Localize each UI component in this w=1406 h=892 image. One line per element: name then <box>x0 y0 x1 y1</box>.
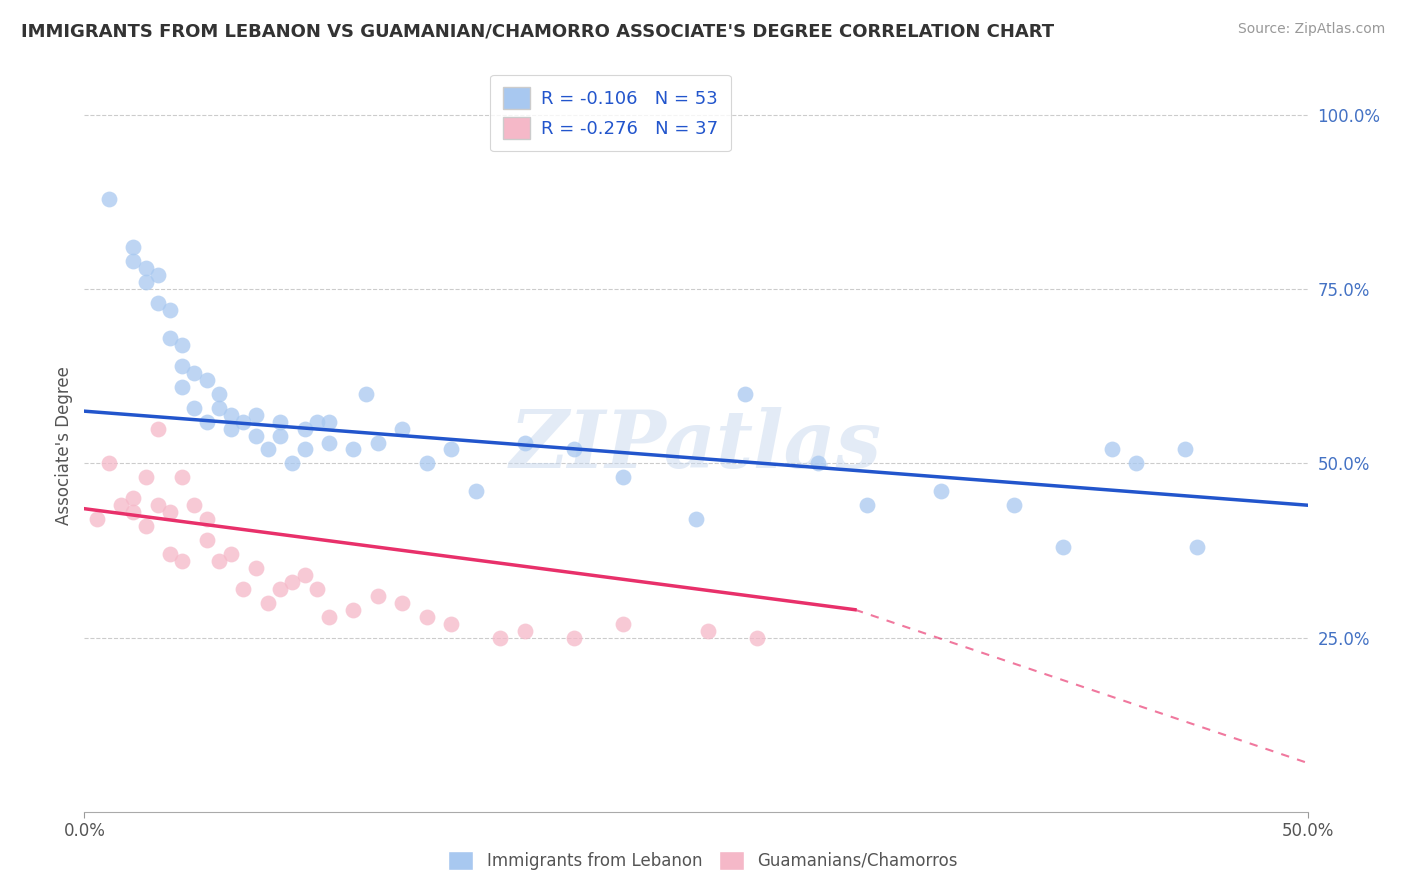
Point <box>97 457 120 471</box>
Point <box>1125 457 1147 471</box>
Point <box>146 268 169 283</box>
Point <box>135 519 157 533</box>
Point <box>281 457 304 471</box>
Point <box>342 603 364 617</box>
Point <box>513 435 536 450</box>
Point <box>294 567 316 582</box>
Point <box>294 421 316 435</box>
Point <box>122 491 145 506</box>
Point <box>747 631 769 645</box>
Legend: R = -0.106   N = 53, R = -0.276   N = 37: R = -0.106 N = 53, R = -0.276 N = 37 <box>491 75 731 152</box>
Point <box>1052 540 1074 554</box>
Point <box>269 415 291 429</box>
Point <box>97 192 120 206</box>
Point <box>612 616 634 631</box>
Point <box>110 498 132 512</box>
Point <box>416 609 439 624</box>
Point <box>281 574 304 589</box>
Text: IMMIGRANTS FROM LEBANON VS GUAMANIAN/CHAMORRO ASSOCIATE'S DEGREE CORRELATION CHA: IMMIGRANTS FROM LEBANON VS GUAMANIAN/CHA… <box>21 22 1054 40</box>
Point <box>86 512 108 526</box>
Point <box>208 401 231 415</box>
Point <box>807 457 830 471</box>
Point <box>183 366 205 380</box>
Point <box>195 512 218 526</box>
Point <box>208 386 231 401</box>
Point <box>159 547 181 561</box>
Point <box>195 373 218 387</box>
Point <box>1002 498 1025 512</box>
Point <box>391 596 413 610</box>
Point <box>208 554 231 568</box>
Point <box>135 275 157 289</box>
Point <box>464 484 486 499</box>
Point <box>269 428 291 442</box>
Point <box>172 380 194 394</box>
Y-axis label: Associate's Degree: Associate's Degree <box>55 367 73 525</box>
Point <box>135 261 157 276</box>
Point <box>219 408 242 422</box>
Legend: Immigrants from Lebanon, Guamanians/Chamorros: Immigrants from Lebanon, Guamanians/Cham… <box>441 844 965 877</box>
Point <box>367 435 389 450</box>
Point <box>1174 442 1197 457</box>
Point <box>146 421 169 435</box>
Point <box>122 240 145 254</box>
Point <box>489 631 512 645</box>
Point <box>159 505 181 519</box>
Point <box>562 631 585 645</box>
Point <box>245 408 267 422</box>
Point <box>294 442 316 457</box>
Point <box>195 415 218 429</box>
Point <box>219 421 242 435</box>
Point <box>440 442 463 457</box>
Text: ZIPatlas: ZIPatlas <box>510 408 882 484</box>
Point <box>685 512 707 526</box>
Point <box>245 428 267 442</box>
Point <box>562 442 585 457</box>
Point <box>135 470 157 484</box>
Point <box>232 415 254 429</box>
Point <box>159 331 181 345</box>
Point <box>159 303 181 318</box>
Point <box>219 547 242 561</box>
Point <box>172 359 194 373</box>
Point <box>354 386 377 401</box>
Point <box>697 624 720 638</box>
Point <box>1187 540 1209 554</box>
Point <box>929 484 952 499</box>
Point <box>183 401 205 415</box>
Point <box>367 589 389 603</box>
Point <box>269 582 291 596</box>
Point <box>257 442 280 457</box>
Point <box>612 470 634 484</box>
Point <box>245 561 267 575</box>
Point <box>257 596 280 610</box>
Point <box>856 498 879 512</box>
Point <box>318 435 340 450</box>
Point <box>183 498 205 512</box>
Point <box>416 457 439 471</box>
Point <box>172 470 194 484</box>
Point <box>232 582 254 596</box>
Point <box>305 415 328 429</box>
Point <box>146 498 169 512</box>
Point <box>172 338 194 352</box>
Point <box>440 616 463 631</box>
Point <box>391 421 413 435</box>
Point <box>122 505 145 519</box>
Text: Source: ZipAtlas.com: Source: ZipAtlas.com <box>1237 22 1385 37</box>
Point <box>146 296 169 310</box>
Point <box>342 442 364 457</box>
Point <box>122 254 145 268</box>
Point <box>195 533 218 547</box>
Point <box>305 582 328 596</box>
Point <box>172 554 194 568</box>
Point <box>513 624 536 638</box>
Point <box>318 415 340 429</box>
Point <box>1101 442 1123 457</box>
Point <box>318 609 340 624</box>
Point <box>734 386 756 401</box>
